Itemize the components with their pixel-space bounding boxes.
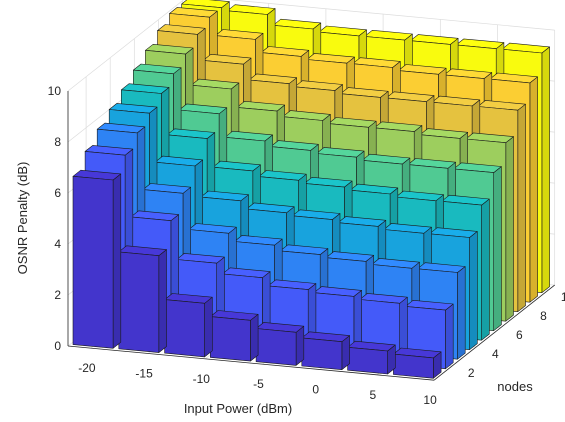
bar-side-face	[250, 313, 259, 362]
z-tick-label: 6	[54, 186, 61, 200]
x-tick-label: -5	[253, 377, 264, 391]
bar-side-face	[457, 266, 466, 360]
bar-front-face	[118, 251, 160, 353]
y-tick-label: 4	[492, 347, 499, 361]
x-axis-label: Input Power (dBm)	[184, 401, 292, 416]
bar-side-face	[481, 198, 490, 341]
x-tick-label: -15	[135, 367, 153, 381]
bar-side-face	[158, 249, 167, 353]
y-axis-label: nodes	[497, 379, 533, 394]
bar-side-face	[112, 173, 122, 349]
bar-front-face	[393, 353, 434, 379]
y-tick-label: 2	[468, 366, 475, 380]
bar-side-face	[493, 166, 502, 332]
z-axis-label: OSNR Penalty (dB)	[15, 162, 30, 275]
bar-front-face	[164, 299, 205, 358]
y-tick-label: 6	[516, 328, 523, 342]
y-axis-line	[433, 284, 555, 381]
z-tick-label: 8	[54, 135, 61, 149]
x-tick-label: 10	[423, 393, 437, 407]
bar-front-face	[255, 328, 297, 366]
bar-side-face	[517, 103, 526, 313]
bar-side-face	[505, 136, 514, 322]
bar-side-face	[295, 325, 305, 366]
bar-side-face	[529, 76, 538, 303]
bar-front-face	[210, 316, 251, 362]
z-tick-label: 10	[48, 84, 62, 98]
tick-labels: 0 2 4 6 8 10 -20 -15 -10 -5 0 5 10 2 4 6 8 10	[48, 84, 565, 407]
x-tick-label: 0	[312, 383, 319, 397]
bar-side-face	[541, 46, 550, 294]
y-tick-label: 10	[561, 290, 565, 304]
x-axis-line	[67, 345, 435, 381]
bar-side-face	[445, 303, 454, 370]
grid-line	[67, 0, 184, 92]
z-tick-label: 4	[54, 237, 61, 251]
bar-front-face	[72, 176, 114, 349]
z-tick-label: 0	[54, 339, 61, 353]
x-tick-label: -20	[78, 361, 96, 375]
bar-front-face	[301, 337, 343, 371]
bar-group	[72, 0, 550, 379]
x-tick-label: -10	[193, 372, 211, 386]
x-tick-label: 5	[370, 388, 377, 402]
z-tick-label: 2	[54, 288, 61, 302]
bar-side-face	[204, 296, 213, 358]
bar-side-face	[469, 231, 478, 351]
bar-front-face	[347, 346, 388, 375]
y-tick-label: 8	[540, 309, 547, 323]
grid-line	[228, 0, 555, 31]
